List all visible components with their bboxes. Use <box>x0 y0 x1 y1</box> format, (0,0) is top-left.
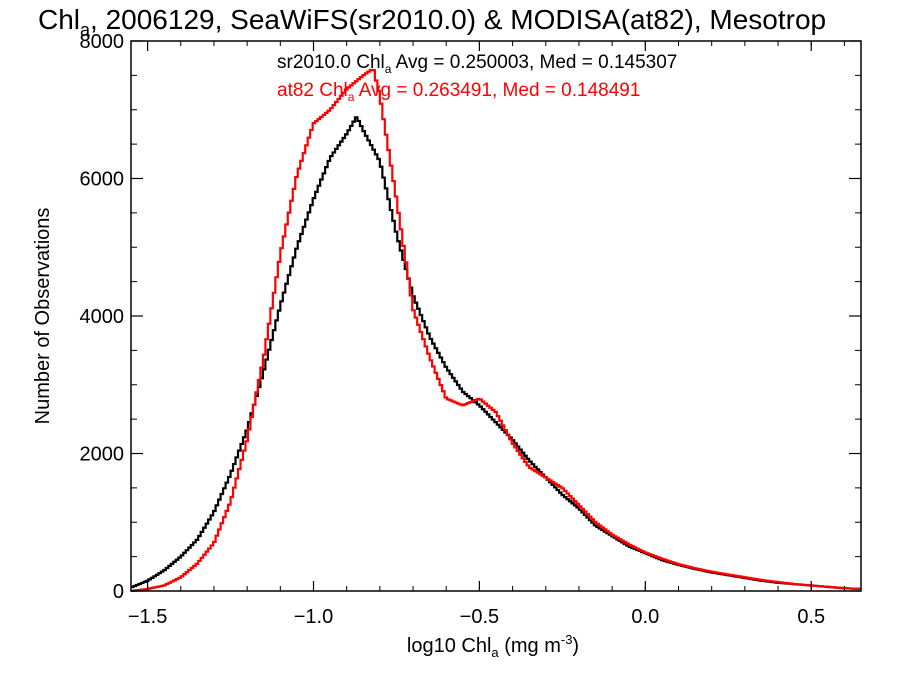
x-axis-label-subscript: a <box>491 645 499 660</box>
y-axis-ticks: 0 2000 4000 6000 8000 <box>80 31 861 603</box>
y-axis-label: Number of Observations <box>32 208 54 425</box>
series-line-1 <box>131 68 862 592</box>
x-tick-label: −1.0 <box>294 606 333 628</box>
x-axis-label-end: ) <box>572 635 579 657</box>
x-axis-label: log10 Chla (mg m-3) <box>407 632 579 660</box>
y-tick-label: 0 <box>113 581 124 603</box>
stats-annotation-at82-subscript: a <box>348 90 355 104</box>
x-tick-label: 0.0 <box>631 606 659 628</box>
series-line-0 <box>131 116 862 591</box>
y-tick-label: 4000 <box>80 306 125 328</box>
x-tick-label: −1.5 <box>128 606 167 628</box>
chart-title-subscript: a <box>80 20 91 40</box>
series-layer <box>131 68 862 592</box>
x-axis-ticks: −1.5 −1.0 −0.5 0.0 0.5 <box>128 41 845 628</box>
stats-annotation-sr2010-prefix: sr2010.0 Chl <box>277 52 385 73</box>
stats-annotation-at82: at82 Chla Avg = 0.263491, Med = 0.148491 <box>277 80 640 104</box>
x-axis-label-prefix: log10 Chl <box>407 635 492 657</box>
plot-frame <box>130 40 862 592</box>
stats-annotation-sr2010-rest: Avg = 0.250003, Med = 0.145307 <box>391 52 677 73</box>
stats-annotation-at82-prefix: at82 Chl <box>277 80 348 101</box>
y-tick-label: 6000 <box>80 169 125 191</box>
stats-annotation-at82-rest: Avg = 0.263491, Med = 0.148491 <box>354 80 640 101</box>
stats-annotation-sr2010: sr2010.0 Chla Avg = 0.250003, Med = 0.14… <box>277 52 677 76</box>
chart-title-prefix: Chl <box>38 4 80 35</box>
x-tick-label: −0.5 <box>460 606 499 628</box>
x-axis-label-superscript: -3 <box>561 632 573 647</box>
y-tick-label: 8000 <box>80 31 125 53</box>
chart-title: Chla, 2006129, SeaWiFS(sr2010.0) & MODIS… <box>38 4 826 40</box>
stats-annotation-sr2010-subscript: a <box>385 62 392 76</box>
y-tick-label: 2000 <box>80 444 125 466</box>
chart-title-rest: , 2006129, SeaWiFS(sr2010.0) & MODISA(at… <box>90 4 826 35</box>
x-axis-label-units: (mg m <box>499 635 561 657</box>
x-tick-label: 0.5 <box>797 606 825 628</box>
